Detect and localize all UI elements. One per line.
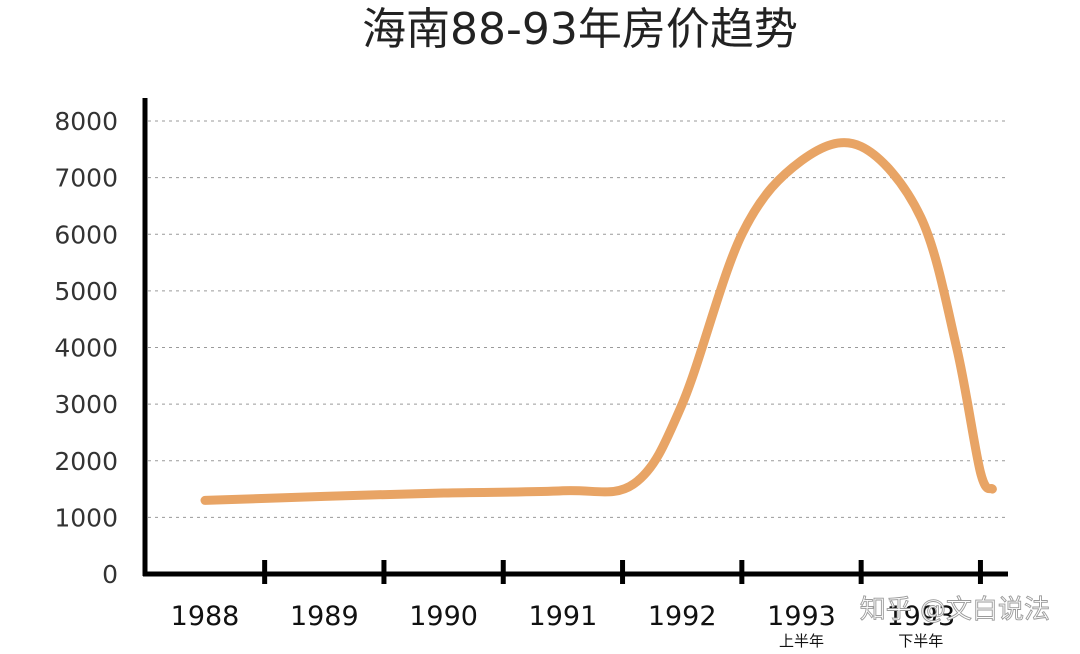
y-tick-label: 6000 — [54, 220, 118, 249]
y-tick-label: 1000 — [54, 503, 118, 532]
watermark: 知乎 @文白说法 — [860, 595, 1050, 625]
y-tick-label: 0 — [102, 560, 118, 589]
y-tick-label: 7000 — [54, 164, 118, 193]
x-tick-label: 1993 — [886, 601, 955, 632]
y-axis-ticks: 0 1000 2000 3000 4000 5000 6000 7000 8000 — [54, 107, 118, 589]
y-tick-label: 3000 — [54, 390, 118, 419]
x-tick-label: 1989 — [290, 601, 359, 632]
x-tick-label: 1988 — [171, 601, 240, 632]
x-tick-label: 1992 — [648, 601, 717, 632]
series-layer — [200, 138, 997, 505]
grid-lines — [148, 120, 1008, 518]
x-tick-label: 1991 — [529, 601, 598, 632]
x-tick-sublabel: 上半年 — [779, 632, 824, 650]
x-tick-label: 1990 — [409, 601, 478, 632]
y-tick-label: 5000 — [54, 277, 118, 306]
y-tick-label: 2000 — [54, 447, 118, 476]
series-line-0 — [200, 138, 997, 505]
chart-title: 海南88-93年房价趋势 — [362, 4, 798, 55]
y-tick-label: 8000 — [54, 107, 118, 136]
y-tick-label: 4000 — [54, 334, 118, 363]
x-tick-label: 1993 — [767, 601, 836, 632]
x-tick-sublabel: 下半年 — [898, 632, 943, 650]
